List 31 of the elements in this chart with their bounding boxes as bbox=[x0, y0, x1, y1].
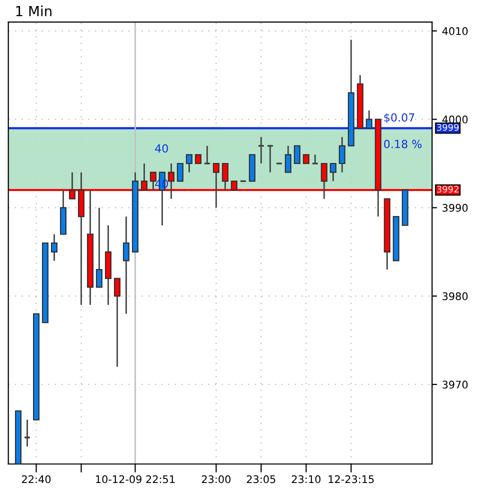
y-tick-label: 3980 bbox=[442, 292, 468, 300]
candlestick bbox=[330, 162, 336, 182]
candlestick bbox=[204, 145, 211, 164]
candlestick bbox=[294, 145, 300, 164]
candlestick bbox=[284, 145, 292, 174]
x-tick-label: 12-23:15 bbox=[328, 475, 374, 484]
candlestick bbox=[24, 419, 31, 448]
x-tick-label: 22:40 bbox=[22, 475, 51, 484]
x-tick-label: 23:00 bbox=[202, 475, 230, 484]
annotation: 40 bbox=[155, 180, 168, 188]
chart-title: 1 Min bbox=[16, 6, 52, 16]
candlestick bbox=[366, 110, 372, 129]
annotation: 40 bbox=[155, 144, 168, 153]
y-tick-label: 3990 bbox=[442, 204, 468, 212]
candlestick bbox=[176, 162, 184, 182]
x-tick-label: 23:05 bbox=[246, 475, 276, 484]
candlestick bbox=[114, 278, 120, 368]
ref-line-label: 3992 bbox=[437, 186, 458, 193]
candlestick bbox=[312, 154, 319, 164]
candlestick bbox=[186, 154, 192, 174]
annotation: $0.07 bbox=[384, 113, 414, 124]
candlestick bbox=[96, 207, 102, 288]
candlestick bbox=[122, 216, 130, 314]
annotation: 0.18 % bbox=[384, 140, 422, 148]
y-tick-label: 3970 bbox=[442, 380, 468, 389]
candlestick bbox=[50, 234, 58, 262]
candlestick bbox=[338, 136, 346, 174]
x-tick-label: 23:10 bbox=[292, 475, 320, 484]
x-tick-label: 10-12-09 22:51 bbox=[96, 475, 175, 484]
y-tick-label: 4010 bbox=[442, 27, 468, 36]
ref-line-label: 3999 bbox=[437, 124, 459, 131]
